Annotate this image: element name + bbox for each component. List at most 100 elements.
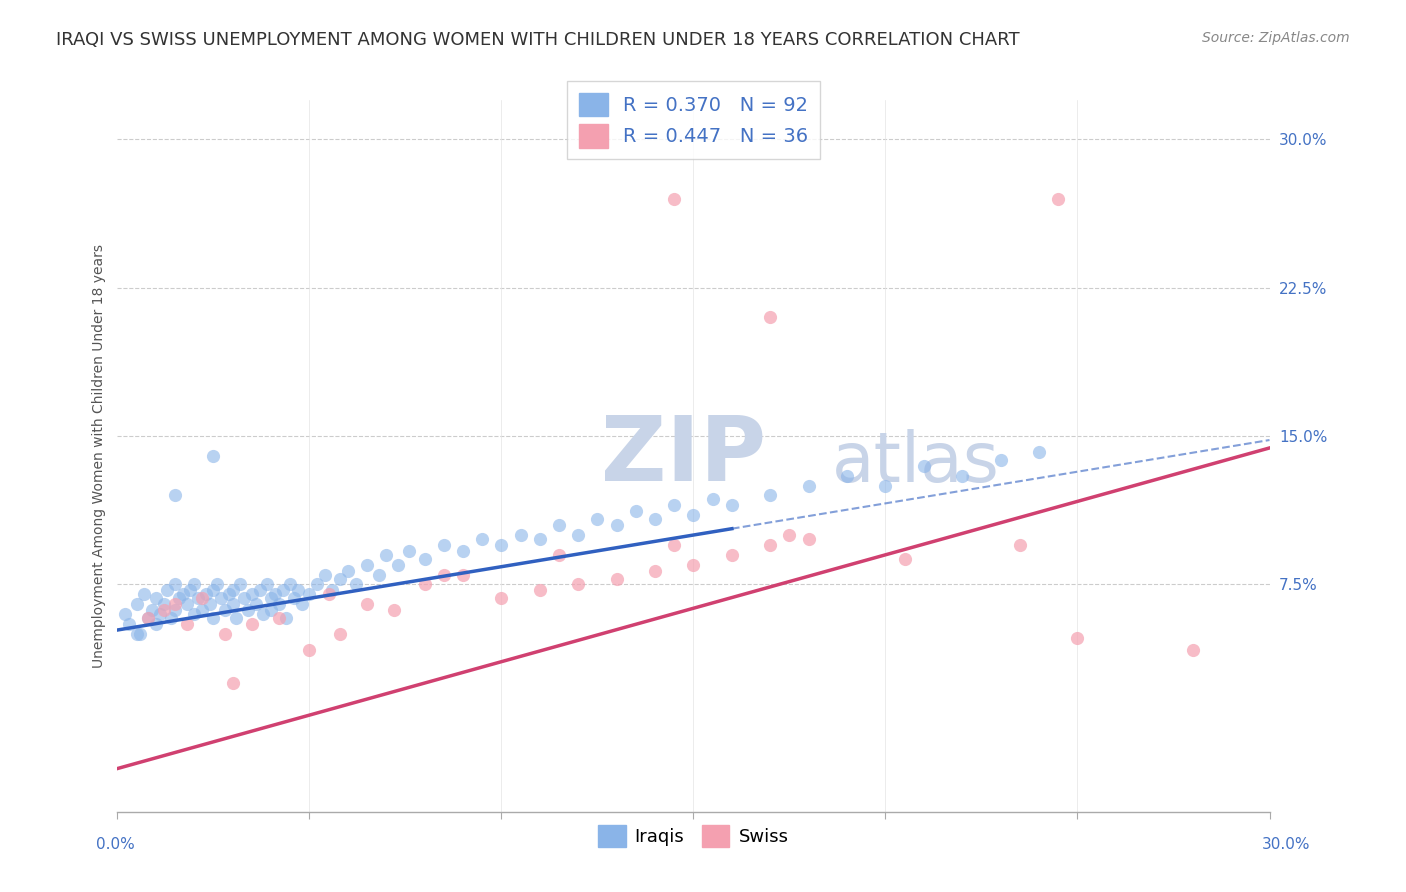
Point bbox=[283, 591, 305, 606]
Point bbox=[682, 508, 704, 523]
Point bbox=[1066, 631, 1088, 645]
Point bbox=[163, 597, 186, 611]
Point bbox=[207, 577, 229, 591]
Point bbox=[129, 627, 152, 641]
Point bbox=[260, 591, 283, 606]
Point bbox=[125, 627, 148, 641]
Point bbox=[145, 617, 167, 632]
Point bbox=[702, 492, 724, 507]
Point bbox=[202, 449, 225, 463]
Point bbox=[950, 468, 973, 483]
Point bbox=[198, 597, 221, 611]
Point bbox=[321, 583, 343, 598]
Point bbox=[451, 544, 474, 558]
Text: ZIP: ZIP bbox=[602, 412, 766, 500]
Point bbox=[779, 528, 801, 542]
Point bbox=[191, 603, 214, 617]
Point bbox=[471, 532, 494, 546]
Point bbox=[433, 567, 456, 582]
Point bbox=[721, 499, 744, 513]
Point bbox=[202, 611, 225, 625]
Point bbox=[245, 597, 267, 611]
Point bbox=[183, 577, 205, 591]
Point bbox=[893, 551, 915, 566]
Point bbox=[567, 577, 589, 591]
Point bbox=[491, 591, 513, 606]
Point bbox=[606, 572, 628, 586]
Point bbox=[221, 676, 243, 690]
Point bbox=[163, 603, 186, 617]
Point bbox=[606, 518, 628, 533]
Point bbox=[114, 607, 136, 622]
Point bbox=[260, 603, 283, 617]
Point bbox=[149, 607, 172, 622]
Point bbox=[318, 587, 340, 601]
Point bbox=[136, 611, 159, 625]
Point bbox=[134, 587, 156, 601]
Point bbox=[141, 603, 163, 617]
Point bbox=[287, 583, 309, 598]
Point bbox=[307, 577, 329, 591]
Point bbox=[176, 617, 198, 632]
Point bbox=[271, 583, 294, 598]
Point bbox=[875, 478, 897, 492]
Point bbox=[356, 558, 378, 572]
Point bbox=[233, 591, 256, 606]
Point bbox=[529, 583, 551, 598]
Point bbox=[202, 583, 225, 598]
Point bbox=[413, 577, 436, 591]
Y-axis label: Unemployment Among Women with Children Under 18 years: Unemployment Among Women with Children U… bbox=[93, 244, 107, 668]
Point bbox=[172, 587, 194, 601]
Point bbox=[176, 597, 198, 611]
Point bbox=[644, 512, 666, 526]
Point bbox=[156, 583, 179, 598]
Point bbox=[229, 577, 252, 591]
Point bbox=[249, 583, 271, 598]
Point bbox=[221, 583, 243, 598]
Point bbox=[267, 597, 290, 611]
Point bbox=[214, 603, 236, 617]
Point bbox=[990, 452, 1012, 467]
Point bbox=[529, 532, 551, 546]
Point bbox=[252, 607, 274, 622]
Point bbox=[586, 512, 609, 526]
Point bbox=[179, 583, 201, 598]
Point bbox=[194, 587, 217, 601]
Point bbox=[187, 591, 209, 606]
Point bbox=[375, 548, 398, 562]
Point bbox=[240, 617, 263, 632]
Point bbox=[256, 577, 278, 591]
Point bbox=[314, 567, 336, 582]
Point bbox=[797, 478, 820, 492]
Text: 0.0%: 0.0% bbox=[96, 838, 135, 852]
Point bbox=[214, 627, 236, 641]
Point bbox=[225, 611, 247, 625]
Point bbox=[264, 587, 287, 601]
Point bbox=[125, 597, 148, 611]
Text: 30.0%: 30.0% bbox=[1263, 838, 1310, 852]
Point bbox=[183, 607, 205, 622]
Point bbox=[644, 564, 666, 578]
Point bbox=[509, 528, 531, 542]
Point bbox=[209, 591, 232, 606]
Text: IRAQI VS SWISS UNEMPLOYMENT AMONG WOMEN WITH CHILDREN UNDER 18 YEARS CORRELATION: IRAQI VS SWISS UNEMPLOYMENT AMONG WOMEN … bbox=[56, 31, 1019, 49]
Point bbox=[759, 538, 782, 552]
Point bbox=[567, 528, 589, 542]
Point bbox=[759, 310, 782, 325]
Point bbox=[298, 587, 321, 601]
Point bbox=[167, 591, 190, 606]
Point bbox=[759, 488, 782, 502]
Point bbox=[163, 577, 186, 591]
Point bbox=[221, 597, 243, 611]
Point bbox=[278, 577, 301, 591]
Point bbox=[1181, 642, 1204, 657]
Point bbox=[1008, 538, 1031, 552]
Point bbox=[267, 611, 290, 625]
Point bbox=[356, 597, 378, 611]
Point bbox=[367, 567, 389, 582]
Point bbox=[240, 587, 263, 601]
Point bbox=[835, 468, 858, 483]
Point bbox=[236, 603, 259, 617]
Point bbox=[218, 587, 240, 601]
Point bbox=[797, 532, 820, 546]
